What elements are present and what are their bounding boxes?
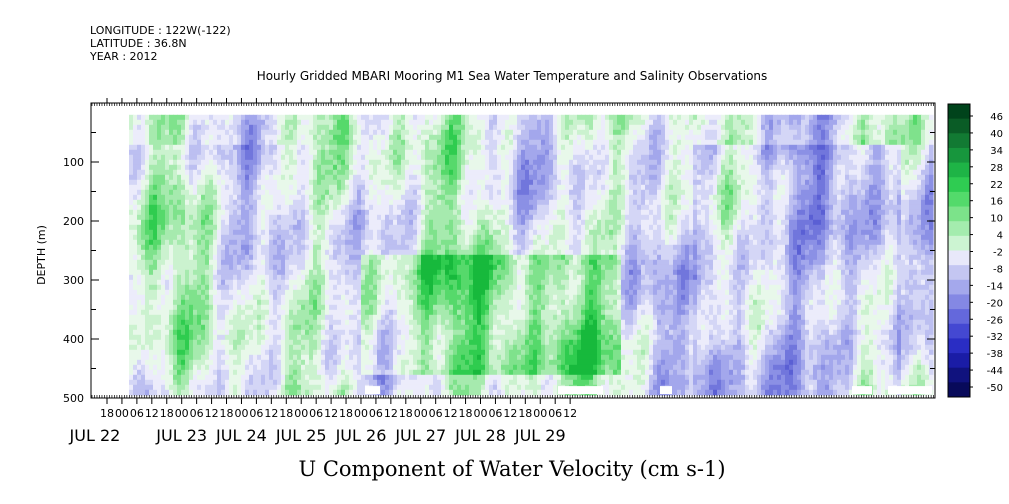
colorbar-swatch [948,177,970,193]
colorbar-label: -44 [987,366,1003,377]
x-hour-tick-label: 00 [414,407,428,420]
colorbar-label: 4 [997,231,1003,242]
x-axis-title: U Component of Water Velocity (cm s-1) [298,457,725,481]
x-day-label: JUL 25 [275,426,327,445]
x-hour-tick-label: 06 [190,407,204,420]
colorbar-swatch [948,294,970,310]
colorbar-label: 10 [990,214,1003,225]
x-hour-tick-label: 18 [279,407,293,420]
y-tick-label: 300 [63,274,84,287]
colorbar-swatch [948,104,970,120]
x-hour-tick-label: 06 [369,407,383,420]
x-day-label: JUL 28 [454,426,506,445]
colorbar-label: 28 [990,163,1003,174]
x-axis: 18 00 06 12 18 00 06 12 18 00 06 12 18 00 06 12 18 00 06 12… [69,98,934,445]
x-hour-tick-label: 18 [220,407,234,420]
heatmap-field [129,114,934,396]
colorbar-label: 16 [990,197,1003,208]
x-hour-tick-label: 06 [429,407,443,420]
x-hour-tick-label: 06 [548,407,562,420]
colorbar-swatch [948,221,970,237]
colorbar-label: 40 [990,129,1003,140]
colorbar-swatch [948,323,970,339]
x-hour-tick-label: 18 [100,407,114,420]
x-hour-tick-label: 12 [205,407,219,420]
latitude-label: LATITUDE : 36.8N [90,37,187,50]
colorbar-swatch [948,133,970,149]
colorbar-swatch [948,206,970,222]
x-hour-tick-label: 06 [309,407,323,420]
colorbar-swatch [948,118,970,134]
x-hour-tick-label: 12 [563,407,577,420]
x-day-label: JUL 29 [514,426,566,445]
x-hour-tick-label: 18 [160,407,174,420]
x-day-label: JUL 22 [69,426,121,445]
x-hour-tick-label: 06 [130,407,144,420]
colorbar-swatch [948,309,970,325]
colorbar-swatch [948,162,970,178]
colorbar-label: 22 [990,180,1003,191]
colorbar-label: 46 [990,112,1003,123]
x-hour-tick-label: 00 [115,407,129,420]
x-hour-tick-label: 00 [234,407,248,420]
y-tick-label: 500 [63,392,84,405]
x-hour-tick-label: 06 [249,407,263,420]
colorbar-label: -26 [987,315,1003,326]
chart-title: Hourly Gridded MBARI Mooring M1 Sea Wate… [257,69,768,83]
y-axis-title: DEPTH (m) [35,225,48,285]
x-hour-tick-label: 12 [264,407,278,420]
x-hour-tick-label: 12 [145,407,159,420]
x-hour-tick-label: 00 [294,407,308,420]
y-tick-label: 200 [63,215,84,228]
x-hour-tick-label: 00 [175,407,189,420]
y-axis: 100 200 300 400 500 [63,102,935,405]
x-hour-tick-label: 18 [518,407,532,420]
colorbar-swatch [948,367,970,383]
colorbar-swatch [948,279,970,295]
year-label: YEAR : 2012 [90,50,158,63]
x-day-label: JUL 27 [394,426,446,445]
colorbar-swatch [948,382,970,398]
x-hour-tick-label: 00 [354,407,368,420]
colorbar: 46 40 34 28 22 16 10 4 -2 -8 -14 -20 -26 -32 -38 -44 -50 [947,103,1003,398]
y-tick-label: 400 [63,333,84,346]
x-hour-tick-label: 06 [488,407,502,420]
longitude-label: LONGITUDE : 122W(-122) [90,24,231,37]
colorbar-swatch [948,250,970,266]
colorbar-swatch [948,265,970,281]
x-hour-tick-label: 00 [474,407,488,420]
x-hour-tick-label: 00 [533,407,547,420]
colorbar-label: -38 [987,349,1003,360]
colorbar-label: -14 [987,281,1003,292]
x-hour-tick-label: 18 [399,407,413,420]
colorbar-swatch [948,191,970,207]
y-tick-label: 100 [63,156,84,169]
colorbar-label: -8 [993,264,1003,275]
colorbar-swatch [948,338,970,354]
x-day-label: JUL 24 [215,426,267,445]
x-hour-tick-label: 12 [324,407,338,420]
x-day-label: JUL 23 [155,426,207,445]
x-hour-tick-label: 12 [384,407,398,420]
colorbar-label: -50 [987,383,1003,394]
colorbar-label: -32 [987,332,1003,343]
colorbar-swatch [948,147,970,163]
colorbar-label: 34 [990,146,1003,157]
colorbar-label: -20 [987,298,1003,309]
x-hour-tick-label: 18 [459,407,473,420]
x-hour-tick-label: 12 [503,407,517,420]
x-day-label: JUL 26 [335,426,387,445]
colorbar-label: -2 [993,248,1003,259]
x-hour-tick-label: 18 [339,407,353,420]
x-hour-tick-label: 12 [444,407,458,420]
colorbar-swatch [948,235,970,251]
colorbar-swatch [948,353,970,369]
